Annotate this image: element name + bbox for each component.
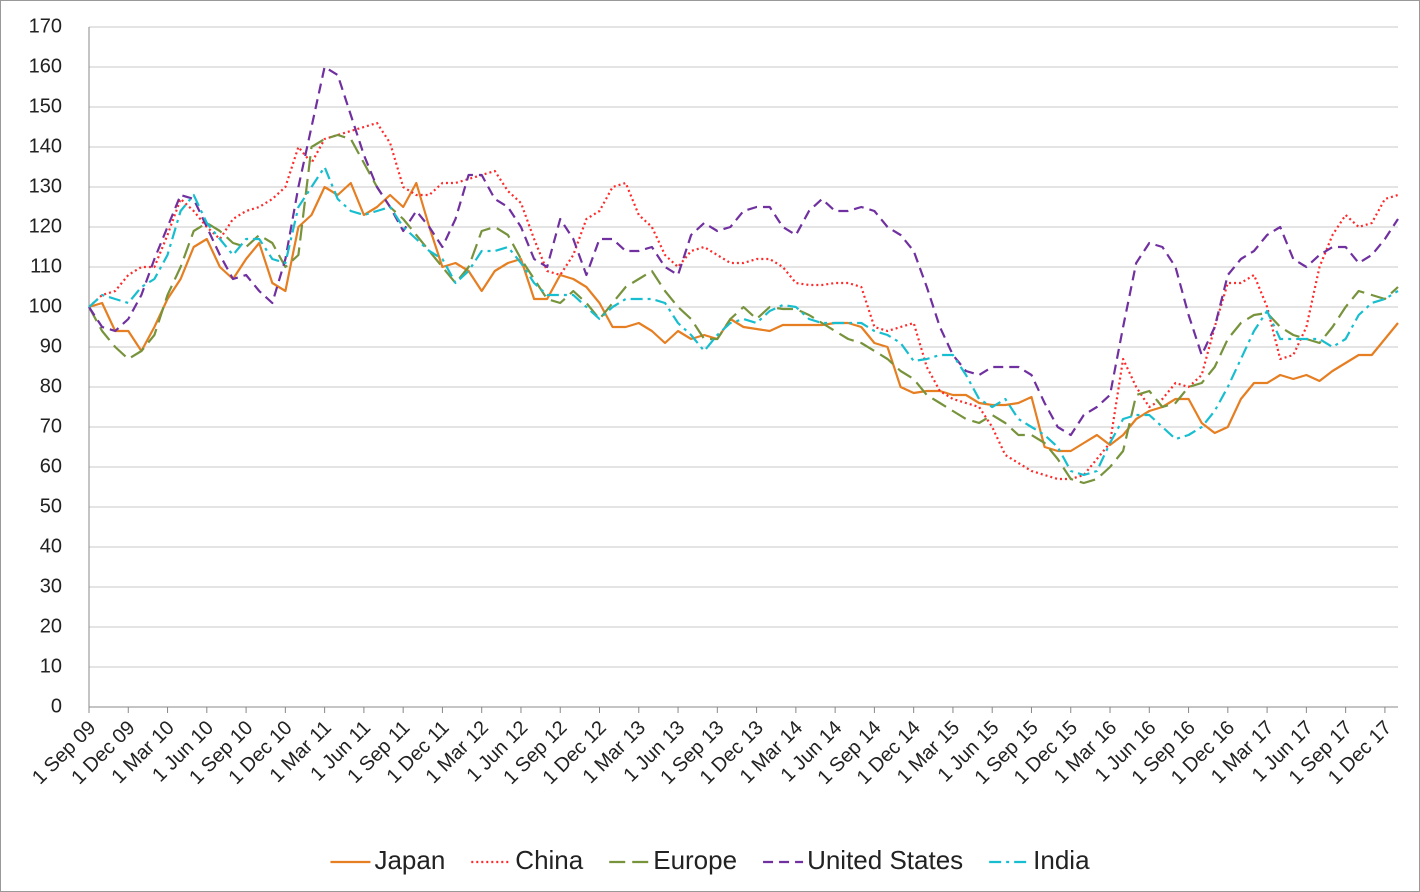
series-line <box>88 121 1399 481</box>
y-tick-label: 160 <box>29 55 62 77</box>
legend-label: China <box>515 845 583 875</box>
y-tick-label: 110 <box>30 255 62 277</box>
legend-label: India <box>1033 845 1090 875</box>
y-tick-label: 130 <box>29 175 62 197</box>
y-tick-label: 70 <box>40 415 62 437</box>
series-line <box>88 133 1399 485</box>
legend: Japan China Europe United States India <box>330 845 1090 875</box>
legend-label: United States <box>807 845 963 875</box>
y-tick-label: 90 <box>40 335 62 357</box>
legend-label: Japan <box>374 845 445 875</box>
y-tick-label: 40 <box>40 535 62 557</box>
y-tick-label: 170 <box>29 15 62 37</box>
y-tick-label: 0 <box>51 695 62 717</box>
y-tick-label: 150 <box>29 95 62 117</box>
series-line <box>88 165 1399 477</box>
series-line <box>88 65 1399 437</box>
y-tick-label: 140 <box>29 135 62 157</box>
legend-label: Europe <box>653 845 737 875</box>
y-tick-label: 10 <box>40 655 62 677</box>
y-tick-label: 30 <box>40 575 62 597</box>
y-tick-label: 50 <box>40 495 62 517</box>
y-tick-label: 100 <box>29 295 62 317</box>
y-tick-label: 60 <box>40 455 62 477</box>
y-tick-label: 120 <box>29 215 62 237</box>
y-tick-label: 80 <box>40 375 62 397</box>
y-tick-label: 20 <box>40 615 62 637</box>
